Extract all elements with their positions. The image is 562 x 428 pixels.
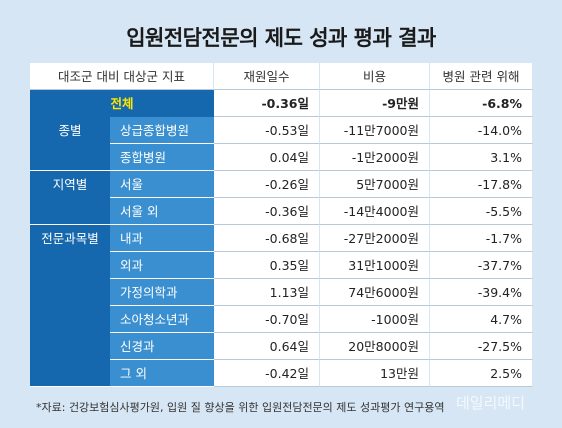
- table-row: 소아청소년과 -0.70일 -1000원 4.7%: [30, 306, 533, 333]
- row-label: 내과: [110, 225, 214, 252]
- row-days: -0.42일: [214, 360, 320, 387]
- row-risk: -27.5%: [430, 333, 533, 360]
- results-table: 대조군 대비 대상군 지표 재원일수 비용 병원 관련 위해 전체 -0.36일…: [30, 63, 533, 387]
- row-cost: 74만6000원: [320, 279, 430, 306]
- row-label: 서울 외: [110, 198, 214, 225]
- row-label: 상급종합병원: [110, 117, 214, 144]
- row-label: 소아청소년과: [110, 306, 214, 333]
- group-specialty: 전문과목별 내과 -0.68일 -27만2000원 -1.7% 외과 0.35일…: [30, 225, 533, 387]
- table-row: 내과 -0.68일 -27만2000원 -1.7%: [30, 225, 533, 252]
- header-risk: 병원 관련 위해: [430, 63, 533, 90]
- row-risk: -1.7%: [430, 225, 533, 252]
- table-row: 서울 외 -0.36일 -14만4000원 -5.5%: [30, 198, 533, 225]
- category-label: 지역별: [30, 171, 110, 225]
- table-row: 가정의학과 1.13일 74만6000원 -39.4%: [30, 279, 533, 306]
- row-label: 신경과: [110, 333, 214, 360]
- header-comparison: 대조군 대비 대상군 지표: [30, 63, 214, 90]
- group-type: 종별 상급종합병원 -0.53일 -11만7000원 -14.0% 종합병원 0…: [30, 117, 533, 171]
- table-row: 종합병원 0.04일 -1만2000원 3.1%: [30, 144, 533, 171]
- header-cost: 비용: [320, 63, 430, 90]
- table-row: 신경과 0.64일 20만8000원 -27.5%: [30, 333, 533, 360]
- page-title: 입원전담전문의 제도 성과 평과 결과: [126, 26, 436, 50]
- total-days: -0.36일: [214, 90, 320, 117]
- row-label: 그 외: [110, 360, 214, 387]
- watermark-logo: 데일리메디: [456, 394, 526, 412]
- row-risk: -37.7%: [430, 252, 533, 279]
- row-days: 1.13일: [214, 279, 320, 306]
- row-cost: -1만2000원: [320, 144, 430, 171]
- row-cost: 31만1000원: [320, 252, 430, 279]
- row-cost: -1000원: [320, 306, 430, 333]
- row-risk: 2.5%: [430, 360, 533, 387]
- row-risk: -39.4%: [430, 279, 533, 306]
- row-cost: -11만7000원: [320, 117, 430, 144]
- category-label: 전문과목별: [30, 225, 110, 387]
- row-label: 외과: [110, 252, 214, 279]
- row-cost: 13만원: [320, 360, 430, 387]
- row-cost: -14만4000원: [320, 198, 430, 225]
- total-cost: -9만원: [320, 90, 430, 117]
- group-region: 지역별 서울 -0.26일 5만7000원 -17.8% 서울 외 -0.36일…: [30, 171, 533, 225]
- row-days: -0.36일: [214, 198, 320, 225]
- row-cost: 20만8000원: [320, 333, 430, 360]
- table-row-total: 전체 -0.36일 -9만원 -6.8%: [30, 90, 533, 117]
- row-days: -0.53일: [214, 117, 320, 144]
- table-header-row: 대조군 대비 대상군 지표 재원일수 비용 병원 관련 위해: [30, 63, 533, 90]
- table-row: 그 외 -0.42일 13만원 2.5%: [30, 360, 533, 387]
- row-cost: 5만7000원: [320, 171, 430, 198]
- total-label: 전체: [30, 90, 214, 117]
- row-risk: -5.5%: [430, 198, 533, 225]
- row-risk: -17.8%: [430, 171, 533, 198]
- row-days: -0.70일: [214, 306, 320, 333]
- header-days: 재원일수: [214, 63, 320, 90]
- source-footnote: *자료: 건강보험심사평가원, 입원 질 향상을 위한 입원전담전문의 제도 성…: [36, 401, 445, 414]
- row-days: -0.68일: [214, 225, 320, 252]
- row-risk: 3.1%: [430, 144, 533, 171]
- table-row: 서울 -0.26일 5만7000원 -17.8%: [30, 171, 533, 198]
- row-days: 0.04일: [214, 144, 320, 171]
- row-days: 0.64일: [214, 333, 320, 360]
- category-label: 종별: [30, 117, 110, 171]
- row-cost: -27만2000원: [320, 225, 430, 252]
- total-risk: -6.8%: [430, 90, 533, 117]
- table-row: 외과 0.35일 31만1000원 -37.7%: [30, 252, 533, 279]
- row-risk: 4.7%: [430, 306, 533, 333]
- table-row: 상급종합병원 -0.53일 -11만7000원 -14.0%: [30, 117, 533, 144]
- row-risk: -14.0%: [430, 117, 533, 144]
- row-label: 서울: [110, 171, 214, 198]
- row-label: 종합병원: [110, 144, 214, 171]
- row-days: -0.26일: [214, 171, 320, 198]
- row-days: 0.35일: [214, 252, 320, 279]
- row-label: 가정의학과: [110, 279, 214, 306]
